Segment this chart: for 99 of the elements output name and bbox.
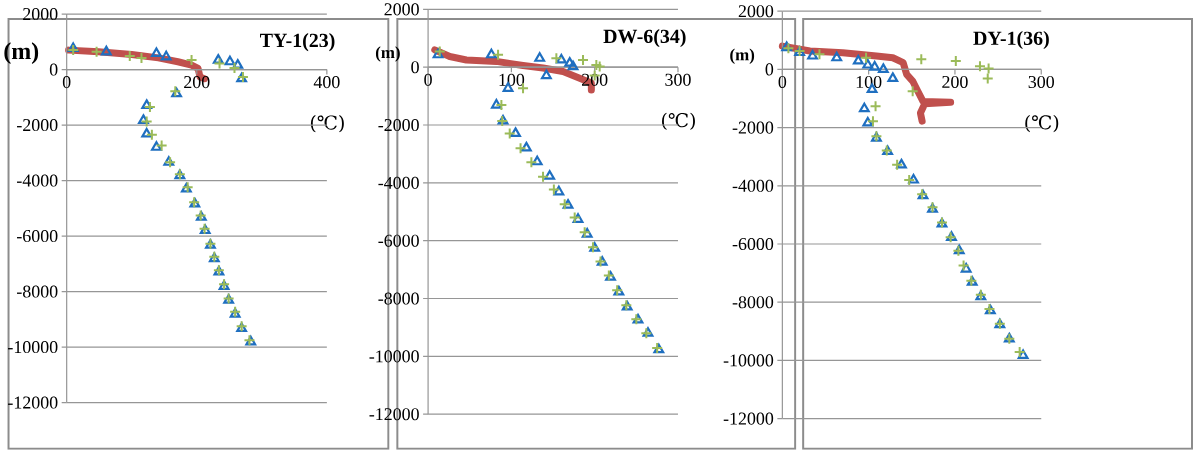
point (100, 45, 112, 56)
point (858, 102, 870, 113)
point (891, 158, 904, 171)
y-tick-label: -8000 (732, 296, 774, 309)
y-tick-label: -2000 (17, 119, 58, 132)
point (550, 52, 563, 65)
point (155, 139, 168, 152)
x-tick-label: 400 (313, 76, 340, 89)
point (896, 158, 907, 169)
x-tick-label: 300 (1028, 76, 1054, 89)
x-tick-label: 100 (856, 76, 882, 89)
x-tick-label: 0 (778, 76, 787, 89)
point (232, 59, 244, 69)
point (514, 142, 527, 155)
y-tick-label: 2000 (23, 8, 58, 21)
point (503, 127, 516, 140)
point (525, 156, 538, 169)
point (862, 116, 874, 127)
point (553, 185, 565, 196)
x-tick-label: 0 (62, 76, 71, 89)
point (887, 72, 899, 83)
point (228, 62, 241, 74)
y-tick-label: -6000 (732, 238, 774, 251)
point (906, 85, 919, 98)
point (141, 99, 153, 110)
point (540, 69, 552, 80)
point (572, 213, 584, 224)
x-tick-label: 100 (499, 73, 525, 86)
x-axis-title: (℃) (1025, 115, 1059, 133)
point (957, 259, 970, 272)
y-tick-label: -2000 (378, 119, 419, 132)
point (534, 52, 546, 62)
point (558, 198, 571, 211)
y-tick-label: 0 (411, 61, 419, 74)
point (555, 53, 567, 64)
y-tick-label: -10000 (8, 341, 58, 354)
point (981, 72, 994, 85)
point (567, 60, 579, 71)
point (141, 127, 153, 138)
point (531, 155, 543, 166)
y-tick-label: -8000 (378, 292, 419, 305)
x-axis-title: (℃) (310, 115, 344, 133)
point (160, 50, 172, 61)
text: DW-6(34) (603, 29, 686, 48)
point (915, 53, 928, 66)
y-tick-label: -10000 (723, 354, 774, 367)
y-axis-title: (m) (4, 42, 39, 65)
y-tick-label: -2000 (732, 121, 774, 134)
x-tick-label: 200 (942, 76, 968, 89)
x-tick-label: 0 (424, 73, 432, 86)
point (510, 127, 521, 138)
point (492, 48, 505, 61)
x-tick-label: 300 (665, 73, 691, 86)
point (862, 59, 874, 69)
y-tick-label: -12000 (369, 408, 419, 421)
text: TY-1(23) (260, 33, 335, 52)
point (564, 57, 576, 67)
y-tick-label: 0 (49, 63, 58, 76)
point (1017, 349, 1029, 360)
point (860, 51, 873, 64)
point (562, 199, 574, 209)
point (212, 54, 224, 64)
y-tick-label: -6000 (378, 234, 419, 247)
y-axis-title: (m) (375, 46, 400, 62)
y-tick-label: -6000 (17, 230, 58, 243)
point (568, 211, 581, 224)
point (852, 54, 864, 65)
y-tick-label: 2000 (738, 5, 774, 18)
y-tick-label: 2000 (384, 3, 419, 16)
point (544, 170, 556, 180)
text: DY-1(36) (973, 31, 1049, 50)
y-tick-label: -4000 (17, 174, 58, 187)
point (67, 42, 79, 53)
point (224, 55, 236, 66)
y-axis-title: (m) (730, 48, 755, 64)
y-tick-label: -12000 (8, 396, 58, 409)
point (485, 48, 497, 59)
y-tick-label: -12000 (723, 412, 774, 425)
point (151, 141, 162, 151)
point (520, 141, 532, 152)
point (982, 62, 995, 75)
y-tick-label: -4000 (732, 179, 774, 192)
point (213, 57, 226, 70)
point (145, 128, 158, 141)
y-tick-label: -8000 (17, 285, 58, 298)
point (90, 45, 103, 58)
point (869, 100, 882, 113)
point (547, 183, 560, 196)
y-tick-label: -10000 (369, 350, 419, 363)
point (877, 63, 889, 74)
x-axis-title: (℃) (662, 112, 695, 131)
point (813, 48, 826, 61)
x-tick-label: 200 (184, 76, 210, 89)
y-tick-label: 0 (765, 63, 774, 76)
point (807, 50, 818, 60)
point (138, 114, 149, 125)
y-tick-label: -4000 (378, 176, 419, 190)
point (151, 47, 162, 58)
point (831, 51, 843, 62)
